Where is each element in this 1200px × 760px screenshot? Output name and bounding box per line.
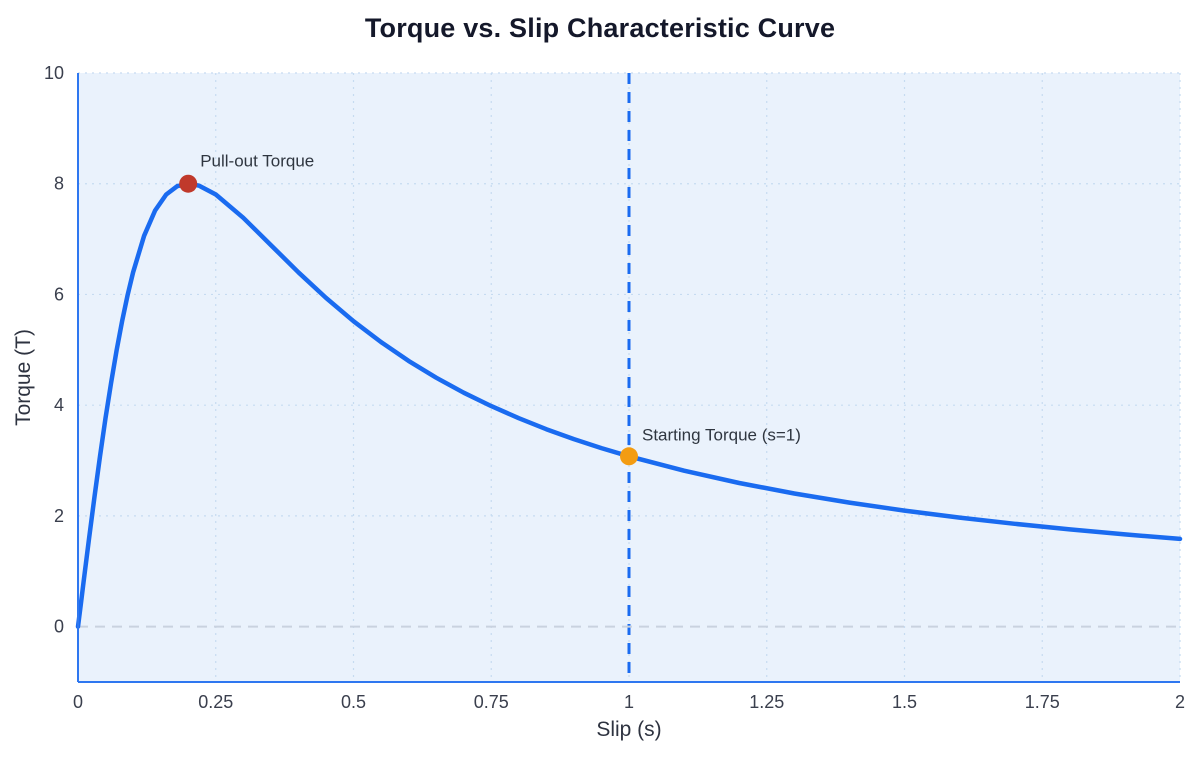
y-tick-label: 10 xyxy=(44,63,64,83)
x-tick-label: 0.75 xyxy=(474,692,509,712)
y-tick-label: 6 xyxy=(54,284,64,304)
x-axis-label: Slip (s) xyxy=(596,718,661,741)
y-tick-label: 8 xyxy=(54,174,64,194)
x-tick-label: 1.5 xyxy=(892,692,917,712)
x-tick-label: 2 xyxy=(1175,692,1185,712)
y-tick-label: 0 xyxy=(54,617,64,637)
pullout-torque-point xyxy=(179,174,198,193)
y-tick-label: 4 xyxy=(54,395,64,415)
x-tick-label: 1 xyxy=(624,692,634,712)
starting-torque-label: Starting Torque (s=1) xyxy=(642,425,801,444)
x-tick-label: 0 xyxy=(73,692,83,712)
x-tick-label: 0.5 xyxy=(341,692,366,712)
x-tick-label: 1.75 xyxy=(1025,692,1060,712)
starting-torque-point xyxy=(620,447,638,466)
pullout-torque-label: Pull-out Torque xyxy=(200,152,314,171)
y-tick-label: 2 xyxy=(54,506,64,526)
torque-curve xyxy=(75,181,1183,629)
x-tick-label: 0.25 xyxy=(198,692,233,712)
chart-title: Torque vs. Slip Characteristic Curve xyxy=(364,13,836,43)
x-tick-label: 1.25 xyxy=(749,692,784,712)
y-axis-label: Torque (T) xyxy=(12,329,35,426)
